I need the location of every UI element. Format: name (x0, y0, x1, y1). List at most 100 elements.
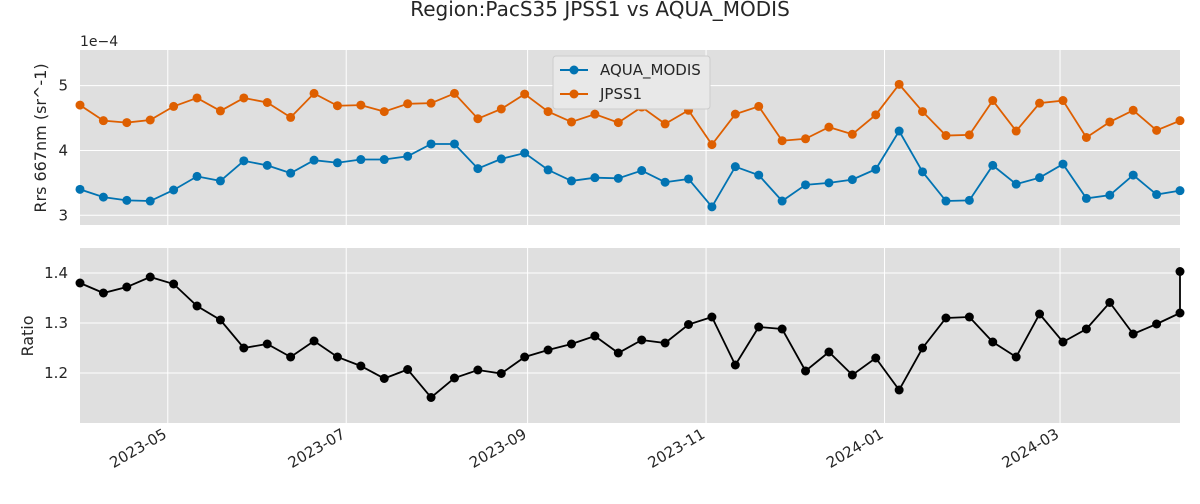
legend-marker-jpss (569, 89, 579, 99)
bottom-series-point-0 (543, 345, 553, 355)
top-series-point-0 (1152, 190, 1162, 200)
top-series-point-0 (637, 166, 647, 176)
bottom-series-point-0 (449, 373, 459, 383)
bottom-series-point-0 (918, 343, 928, 353)
bottom-panel: 1.2 1.3 1.4 Ratio (18, 248, 1185, 423)
top-yticks: 3 4 5 (58, 77, 68, 225)
top-series-point-1 (1152, 125, 1162, 135)
x-tick-label: 2023-11 (645, 425, 708, 472)
bottom-series-point-0 (730, 360, 740, 370)
top-series-point-1 (403, 99, 413, 109)
top-series-point-0 (426, 139, 436, 149)
top-series-point-1 (215, 106, 225, 116)
top-series-point-0 (145, 196, 155, 206)
bottom-plot-area (80, 248, 1180, 423)
bottom-series-point-0 (590, 331, 600, 341)
bottom-series-point-0 (613, 348, 623, 358)
top-series-point-1 (426, 98, 436, 108)
top-series-point-0 (98, 192, 108, 202)
x-axis-ticks: 2023-05 2023-07 2023-09 2023-11 2024-01 2024-… (106, 425, 1062, 472)
top-series-point-0 (332, 158, 342, 168)
bottom-series-point-0 (894, 385, 904, 395)
bottom-series-point-0 (637, 335, 647, 345)
bottom-series-point-0 (75, 278, 85, 288)
top-series-point-0 (1105, 190, 1115, 200)
top-series-point-1 (590, 109, 600, 119)
top-series-point-1 (660, 119, 670, 129)
x-tick-label: 2024-03 (999, 425, 1062, 472)
top-series-point-0 (169, 185, 179, 195)
bottom-grid (80, 248, 1180, 423)
legend-box (552, 55, 711, 110)
top-series-point-0 (894, 126, 904, 136)
top-series-point-1 (356, 100, 366, 110)
bottom-series-point-0 (192, 301, 202, 311)
top-series-point-1 (707, 140, 717, 150)
top-series-point-0 (613, 173, 623, 183)
top-series-point-1 (754, 101, 764, 111)
top-series-point-0 (1058, 159, 1068, 169)
bottom-series-point-0 (239, 343, 249, 353)
top-panel: 3 4 5 1e−4 Rrs 667nm (sr^-1) AQUA_MODIS JP… (31, 34, 1185, 225)
top-series-point-0 (192, 171, 202, 181)
bottom-series-point-0 (1175, 267, 1185, 276)
top-series-point-0 (777, 196, 787, 206)
top-ytick-label: 4 (58, 141, 68, 159)
top-series-point-0 (754, 170, 764, 180)
bottom-series-point-0 (145, 272, 155, 282)
top-series-point-1 (122, 118, 132, 128)
top-series-point-1 (1081, 133, 1091, 142)
bottom-series-point-0 (122, 282, 132, 292)
top-series-point-1 (988, 96, 998, 106)
top-series-point-0 (449, 139, 459, 149)
bottom-series-point-0 (98, 288, 108, 298)
legend-label-aqua: AQUA_MODIS (600, 61, 701, 80)
top-series-point-1 (894, 79, 904, 89)
top-series-point-1 (777, 136, 787, 146)
top-series-point-0 (122, 195, 132, 205)
bottom-series-point-0 (379, 374, 389, 383)
bottom-ylabel: Ratio (18, 315, 37, 356)
top-series-point-1 (473, 114, 483, 124)
bottom-series-point-0 (1058, 337, 1068, 347)
top-series-point-0 (590, 173, 600, 183)
top-series-point-0 (286, 168, 296, 178)
bottom-series-point-0 (684, 320, 694, 329)
top-series-point-0 (403, 151, 413, 161)
top-series-point-0 (941, 196, 951, 206)
bottom-series-point-0 (777, 324, 787, 334)
top-series-point-0 (262, 160, 272, 170)
bottom-series-point-0 (520, 352, 530, 362)
top-series-point-0 (918, 167, 928, 177)
top-series-point-1 (262, 98, 272, 107)
top-offset-label: 1e−4 (80, 34, 118, 50)
bottom-series-point-0 (754, 322, 764, 332)
x-tick-label: 2023-05 (106, 425, 169, 472)
top-series-point-1 (964, 130, 974, 140)
bottom-series-point-0 (262, 339, 272, 349)
bottom-series-point-0 (871, 353, 881, 363)
top-ylabel: Rrs 667nm (sr^-1) (31, 63, 50, 212)
bottom-series-point-0 (169, 279, 179, 289)
top-series-point-1 (918, 107, 928, 117)
top-series-point-1 (192, 93, 202, 103)
top-series-point-0 (473, 164, 483, 174)
top-series-point-0 (801, 180, 811, 190)
top-series-point-0 (660, 177, 670, 187)
top-series-point-1 (98, 116, 108, 126)
top-series-point-0 (1175, 186, 1185, 196)
x-tick-label: 2023-07 (285, 425, 348, 472)
top-series-point-0 (1128, 170, 1138, 180)
top-series-point-1 (239, 93, 249, 103)
bottom-ytick-label: 1.3 (44, 314, 68, 332)
bottom-series-point-0 (847, 370, 857, 380)
top-series-point-0 (871, 164, 881, 174)
top-series-point-0 (824, 178, 834, 188)
bottom-series-point-0 (660, 338, 670, 348)
top-series-point-1 (449, 88, 459, 98)
x-tick-label: 2024-01 (823, 425, 886, 472)
top-series-point-1 (169, 101, 179, 111)
top-series-point-1 (730, 109, 740, 119)
bottom-series-point-0 (566, 339, 576, 349)
top-series-point-0 (964, 195, 974, 205)
